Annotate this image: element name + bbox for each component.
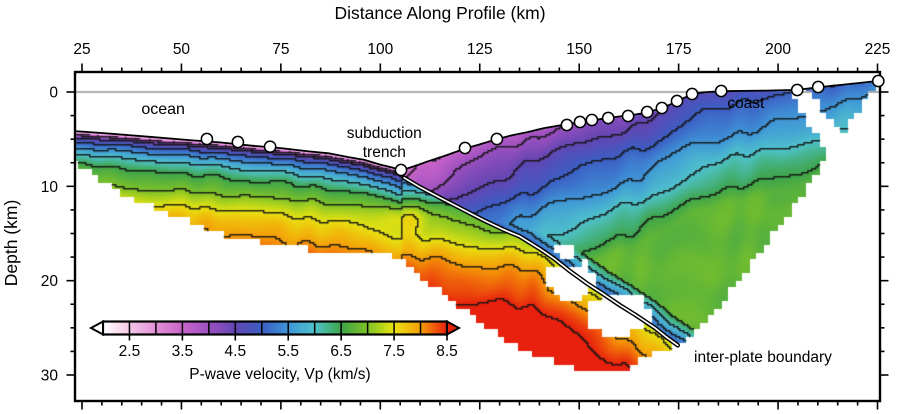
x-tick-label: 200	[765, 41, 791, 58]
station-marker	[685, 87, 699, 101]
station-marker	[231, 135, 245, 149]
x-tick-label: 225	[865, 41, 891, 58]
station-marker	[601, 111, 615, 125]
station-marker	[655, 101, 669, 115]
station-marker	[573, 115, 587, 129]
station-marker	[263, 140, 277, 154]
station-marker	[200, 132, 214, 146]
station-marker	[790, 83, 804, 97]
station-marker	[640, 105, 654, 119]
colorbar-tick-label: 6.5	[330, 343, 352, 360]
x-axis-title: Distance Along Profile (km)	[334, 3, 545, 23]
colorbar-tick-label: 7.5	[383, 343, 405, 360]
station-marker	[560, 118, 574, 132]
colorbar-tick-label: 3.5	[172, 343, 194, 360]
colorbar-tick-labels: 2.5 3.5 4.5 5.5 6.5 7.5 8.5	[119, 343, 458, 360]
x-tick-label: 25	[73, 41, 90, 58]
station-marker	[670, 94, 684, 108]
station-marker	[621, 109, 635, 123]
colorbar-tick-label: 8.5	[436, 343, 458, 360]
colorbar-right-arrow	[446, 319, 462, 337]
station-marker	[811, 80, 825, 94]
station-marker	[394, 163, 408, 177]
x-tick-label: 125	[467, 41, 493, 58]
y-tick-label: 30	[41, 367, 59, 384]
y-tick-label: 10	[41, 179, 59, 196]
coast-label: coast	[727, 95, 765, 112]
x-tick-label: 100	[367, 41, 393, 58]
y-tick-label: 0	[49, 85, 58, 102]
colorbar-tick-label: 4.5	[225, 343, 247, 360]
colorbar-scale	[88, 319, 462, 341]
x-tick-label: 175	[666, 41, 692, 58]
colorbar-tick-label: 5.5	[277, 343, 299, 360]
x-tick-label: 50	[173, 41, 191, 58]
x-tick-label: 150	[566, 41, 592, 58]
boundary-lines	[74, 80, 879, 348]
y-axis-title: Depth (km)	[1, 200, 21, 287]
colorbar-left-arrow	[88, 319, 104, 337]
x-tick-label: 75	[272, 41, 289, 58]
station-marker	[458, 141, 472, 155]
axis-tick-labels: 25 50 75 100 125 150 175 200 225 0 10 20 30	[41, 41, 891, 384]
obs-station-markers	[200, 74, 885, 177]
station-marker	[871, 74, 885, 88]
interplate-boundary-line-outer	[401, 175, 681, 348]
station-marker	[714, 84, 728, 98]
interplate-boundary-label: inter-plate boundary	[694, 349, 832, 366]
station-marker	[585, 113, 599, 127]
subduction-trench-label-line2: trench	[363, 144, 406, 161]
colorbar-gradient	[103, 321, 447, 335]
colorbar-caption: P-wave velocity, Vp (km/s)	[189, 366, 370, 383]
station-marker	[490, 132, 504, 146]
plot-frame	[73, 70, 882, 403]
interplate-boundary-line-inner	[403, 176, 679, 347]
colorbar: 2.5 3.5 4.5 5.5 6.5 7.5 8.5 P-wave velocity, V…	[88, 319, 462, 383]
colorbar-tick-label: 2.5	[119, 343, 141, 360]
subduction-trench-label-line1: subduction	[347, 125, 422, 142]
y-tick-label: 20	[41, 273, 59, 290]
ocean-label: ocean	[141, 101, 185, 118]
